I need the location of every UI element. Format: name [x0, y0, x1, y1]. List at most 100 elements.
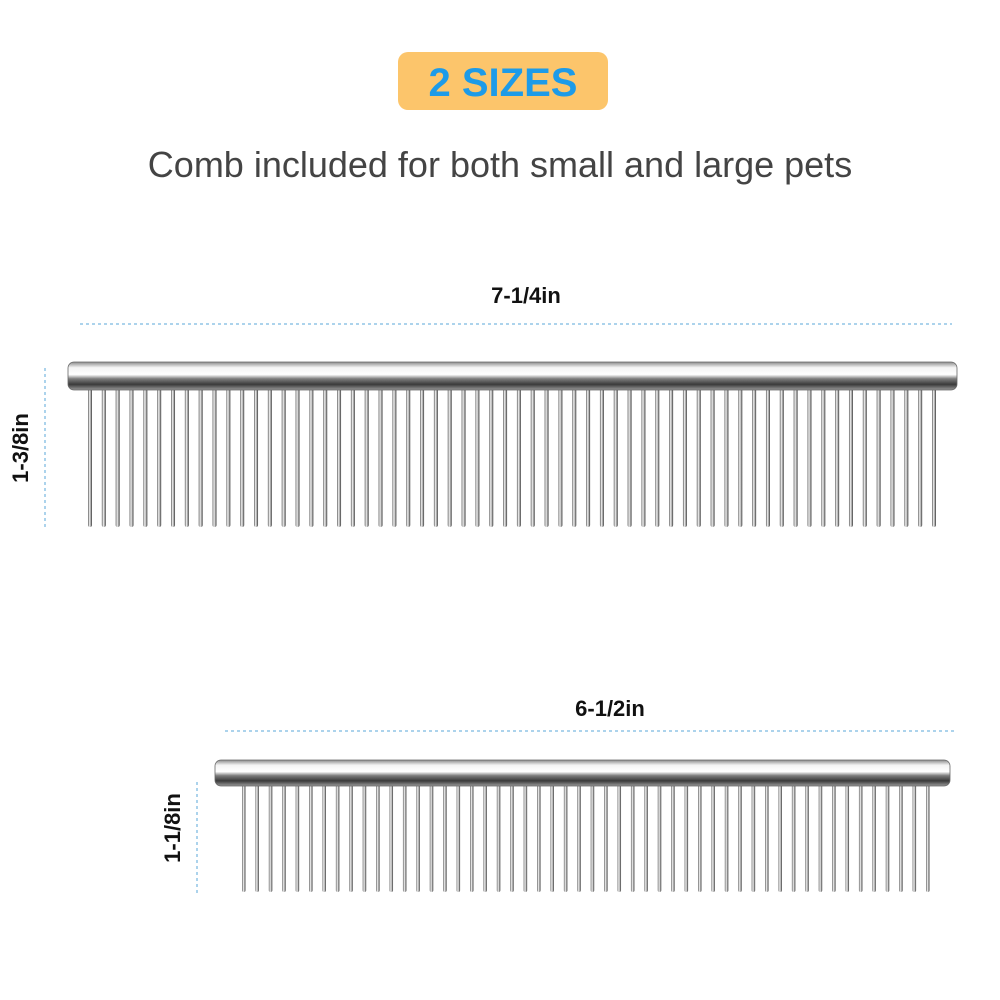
- tooth: [378, 385, 383, 527]
- tooth: [793, 385, 798, 527]
- tooth: [807, 385, 812, 527]
- tooth: [845, 782, 850, 892]
- tooth: [443, 782, 447, 892]
- tooth: [255, 782, 259, 892]
- tooth: [698, 782, 702, 892]
- tooth: [268, 782, 273, 892]
- tooth: [655, 385, 660, 527]
- tooth: [416, 782, 420, 892]
- tooth: [682, 385, 687, 527]
- tooth: [267, 385, 272, 527]
- small-comb: 6-1/2in 1-1/8in: [160, 696, 955, 893]
- tooth: [376, 782, 380, 892]
- tooth: [885, 782, 890, 892]
- tooth: [926, 782, 930, 892]
- tooth: [918, 385, 923, 527]
- tooth: [558, 385, 563, 527]
- tooth: [644, 782, 648, 892]
- tooth: [899, 782, 903, 892]
- tooth: [392, 385, 397, 527]
- tooth: [350, 385, 355, 527]
- tooth: [912, 782, 917, 892]
- tooth: [295, 385, 300, 527]
- tooth: [724, 385, 729, 527]
- subtitle: Comb included for both small and large p…: [148, 144, 852, 185]
- tooth: [456, 782, 461, 892]
- tooth: [281, 385, 286, 527]
- teeth: [88, 385, 936, 527]
- tooth: [818, 782, 823, 892]
- tooth: [433, 385, 438, 527]
- tooth: [323, 385, 328, 527]
- tooth: [765, 385, 770, 527]
- tooth: [684, 782, 689, 892]
- tooth: [349, 782, 353, 892]
- tooth: [88, 385, 92, 527]
- tooth: [402, 782, 407, 892]
- tooth: [932, 385, 936, 527]
- tooth: [475, 385, 480, 527]
- height-label: 1-1/8in: [160, 793, 185, 863]
- tooth: [876, 385, 881, 527]
- tooth: [604, 782, 608, 892]
- tooth: [389, 782, 394, 892]
- tooth: [143, 385, 148, 527]
- tooth: [890, 385, 895, 527]
- tooth: [242, 782, 246, 892]
- tooth: [101, 385, 106, 527]
- tooth: [696, 385, 701, 527]
- tooth: [240, 385, 245, 527]
- tooth: [282, 782, 286, 892]
- tooth: [406, 385, 411, 527]
- tooth: [309, 385, 314, 527]
- tooth: [572, 385, 577, 527]
- tooth: [537, 782, 541, 892]
- tooth: [872, 782, 876, 892]
- tooth: [627, 385, 632, 527]
- tooth: [862, 385, 867, 527]
- height-label: 1-3/8in: [8, 413, 33, 483]
- badge-text: 2 SIZES: [429, 61, 578, 105]
- tooth: [198, 385, 203, 527]
- tooth: [738, 782, 742, 892]
- spine: [67, 361, 958, 391]
- tooth: [337, 385, 342, 527]
- tooth: [510, 782, 514, 892]
- tooth: [226, 385, 231, 527]
- tooth: [212, 385, 217, 527]
- tooth: [563, 782, 568, 892]
- tooth: [858, 782, 863, 892]
- tooth: [669, 385, 674, 527]
- tooth: [129, 385, 134, 527]
- tooth: [641, 385, 646, 527]
- tooth: [309, 782, 313, 892]
- teeth: [242, 782, 930, 892]
- width-label: 7-1/4in: [491, 283, 561, 308]
- tooth: [322, 782, 326, 892]
- tooth: [671, 782, 675, 892]
- tooth: [904, 385, 909, 527]
- tooth: [613, 385, 618, 527]
- tooth: [489, 385, 494, 527]
- tooth: [496, 782, 501, 892]
- tooth: [429, 782, 434, 892]
- tooth: [115, 385, 120, 527]
- tooth: [710, 385, 715, 527]
- tooth: [751, 782, 756, 892]
- width-label: 6-1/2in: [575, 696, 645, 721]
- tooth: [335, 782, 340, 892]
- spine: [214, 759, 951, 787]
- tooth: [254, 385, 259, 527]
- tooth: [483, 782, 487, 892]
- tooth: [791, 782, 796, 892]
- tooth: [470, 782, 474, 892]
- tooth: [805, 782, 809, 892]
- tooth: [362, 782, 367, 892]
- tooth: [577, 782, 581, 892]
- tooth: [832, 782, 836, 892]
- tooth: [835, 385, 840, 527]
- tooth: [295, 782, 300, 892]
- tooth: [617, 782, 622, 892]
- tooth: [821, 385, 826, 527]
